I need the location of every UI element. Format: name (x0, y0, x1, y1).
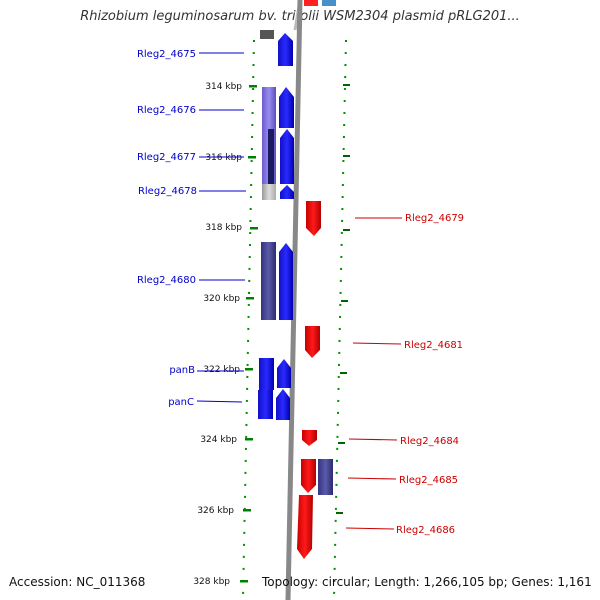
footer-accession: Accession: NC_011368 (9, 575, 145, 589)
scale-tick (245, 368, 253, 371)
gene-label[interactable]: Rleg2_4685 (399, 475, 458, 486)
genes-value: 1,161 (557, 575, 592, 589)
gene-label[interactable]: Rleg2_4680 (137, 275, 196, 286)
homology-block (268, 129, 274, 184)
gene-label[interactable]: Rleg2_4676 (137, 105, 196, 116)
guide-ring-inner (242, 39, 255, 599)
scale-tick (250, 227, 258, 230)
scale-tick (248, 156, 256, 159)
gene-arrow-forward[interactable] (276, 389, 290, 420)
gene-label[interactable]: Rleg2_4681 (404, 340, 463, 351)
label-leader (352, 342, 402, 345)
length-value: 1,266,105 bp; (423, 575, 508, 589)
label-leader (345, 527, 395, 530)
footer-stats: Topology: circular; Length: 1,266,105 bp… (262, 575, 592, 589)
homology-block (262, 184, 276, 200)
gene-label[interactable]: Rleg2_4675 (137, 49, 196, 60)
scale-label: 314 kbp (205, 82, 242, 92)
gene-arrow-reverse[interactable] (302, 430, 317, 446)
gene-label[interactable]: Rleg2_4686 (396, 525, 455, 536)
homology-block (258, 390, 273, 419)
gene-arrow-forward[interactable] (279, 243, 293, 320)
label-leader (348, 438, 398, 441)
guide-ring-outer (333, 39, 347, 599)
gene-arrow-reverse[interactable] (306, 201, 321, 236)
scale-tick (336, 512, 343, 514)
label-leader (196, 400, 243, 403)
top-stub-red (304, 0, 318, 6)
gene-label[interactable]: panB (169, 365, 195, 376)
gene-arrow-forward[interactable] (279, 87, 294, 128)
scale-tick (340, 372, 347, 374)
gene-label[interactable]: Rleg2_4677 (137, 152, 196, 163)
scale-label: 328 kbp (193, 577, 230, 587)
gene-label[interactable]: Rleg2_4678 (138, 186, 197, 197)
scale-tick (343, 155, 350, 157)
gene-arrow-forward[interactable] (278, 33, 293, 66)
topology-value: circular; (321, 575, 371, 589)
homology-block (259, 358, 274, 390)
scale-tick (245, 438, 253, 441)
accession-value: NC_011368 (76, 575, 146, 589)
topology-label: Topology: (262, 575, 319, 589)
gene-arrow-forward[interactable] (280, 185, 294, 199)
scale-tick (240, 580, 248, 583)
top-stub-dark (260, 30, 274, 39)
scale-label: 316 kbp (205, 153, 242, 163)
scale-label: 322 kbp (203, 365, 240, 375)
scale-tick (246, 297, 254, 300)
scale-tick (249, 85, 257, 88)
label-leader (347, 477, 397, 480)
accession-label: Accession: (9, 575, 73, 589)
top-stub-blue (322, 0, 336, 6)
homology-block (318, 459, 333, 495)
gene-arrow-forward[interactable] (277, 359, 291, 388)
gene-label[interactable]: Rleg2_4679 (405, 213, 464, 224)
gene-arrow-reverse[interactable] (297, 495, 313, 559)
scale-label: 320 kbp (203, 294, 240, 304)
scale-tick (343, 84, 350, 86)
scale-label: 326 kbp (197, 506, 234, 516)
gene-arrow-reverse[interactable] (301, 459, 316, 493)
gene-label[interactable]: panC (168, 397, 194, 408)
scale-label: 324 kbp (200, 435, 237, 445)
homology-block (261, 242, 276, 320)
scale-tick (341, 300, 348, 302)
scale-tick (338, 442, 345, 444)
gene-arrow-reverse[interactable] (305, 326, 320, 358)
backbone-arc (285, 0, 303, 600)
length-label: Length: (374, 575, 420, 589)
scale-label: 318 kbp (205, 223, 242, 233)
scale-tick (243, 509, 251, 512)
scale-tick (343, 229, 350, 231)
gene-arrow-forward[interactable] (280, 129, 294, 184)
gene-label[interactable]: Rleg2_4684 (400, 436, 459, 447)
genes-label: Genes: (511, 575, 554, 589)
homology-block (262, 87, 276, 129)
